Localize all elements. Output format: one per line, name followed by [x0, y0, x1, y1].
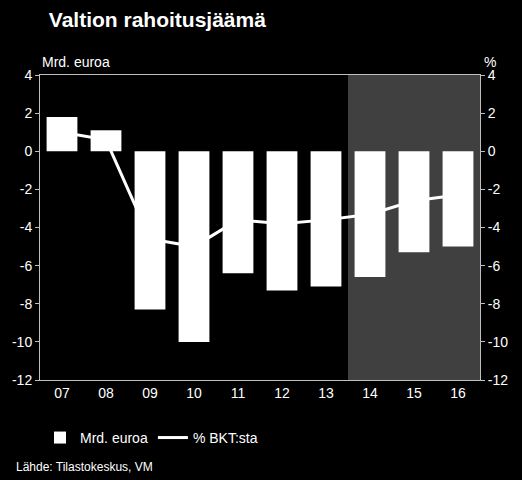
svg-text:Lähde: Tilastokeskus, VM: Lähde: Tilastokeskus, VM: [16, 460, 153, 474]
svg-text:13: 13: [318, 385, 334, 401]
svg-text:12: 12: [274, 385, 290, 401]
svg-text:-12: -12: [488, 372, 508, 388]
svg-text:-10: -10: [12, 334, 32, 350]
svg-text:-6: -6: [488, 258, 501, 274]
svg-text:15: 15: [406, 385, 422, 401]
svg-text:09: 09: [142, 385, 158, 401]
svg-text:-8: -8: [488, 296, 501, 312]
svg-text:% BKT:sta: % BKT:sta: [193, 430, 258, 446]
svg-text:-6: -6: [20, 258, 33, 274]
svg-text:14: 14: [362, 385, 378, 401]
svg-text:4: 4: [24, 67, 32, 83]
svg-text:16: 16: [450, 385, 466, 401]
svg-text:Mrd. euroa: Mrd. euroa: [80, 430, 148, 446]
svg-text:07: 07: [54, 385, 70, 401]
svg-text:-10: -10: [488, 334, 508, 350]
svg-text:08: 08: [98, 385, 114, 401]
svg-text:-8: -8: [20, 296, 33, 312]
svg-text:4: 4: [488, 67, 496, 83]
svg-text:11: 11: [231, 385, 246, 401]
svg-text:-12: -12: [12, 372, 32, 388]
svg-text:%: %: [484, 54, 496, 70]
svg-text:2: 2: [488, 105, 496, 121]
svg-text:2: 2: [24, 105, 32, 121]
svg-text:-2: -2: [20, 181, 33, 197]
svg-text:-2: -2: [488, 181, 501, 197]
svg-text:10: 10: [186, 385, 202, 401]
svg-text:Valtion rahoitusjäämä: Valtion rahoitusjäämä: [49, 8, 266, 31]
svg-text:Mrd. euroa: Mrd. euroa: [42, 54, 110, 70]
svg-text:-4: -4: [20, 219, 33, 235]
svg-text:0: 0: [24, 143, 32, 159]
svg-text:-4: -4: [488, 219, 501, 235]
svg-text:0: 0: [488, 143, 496, 159]
